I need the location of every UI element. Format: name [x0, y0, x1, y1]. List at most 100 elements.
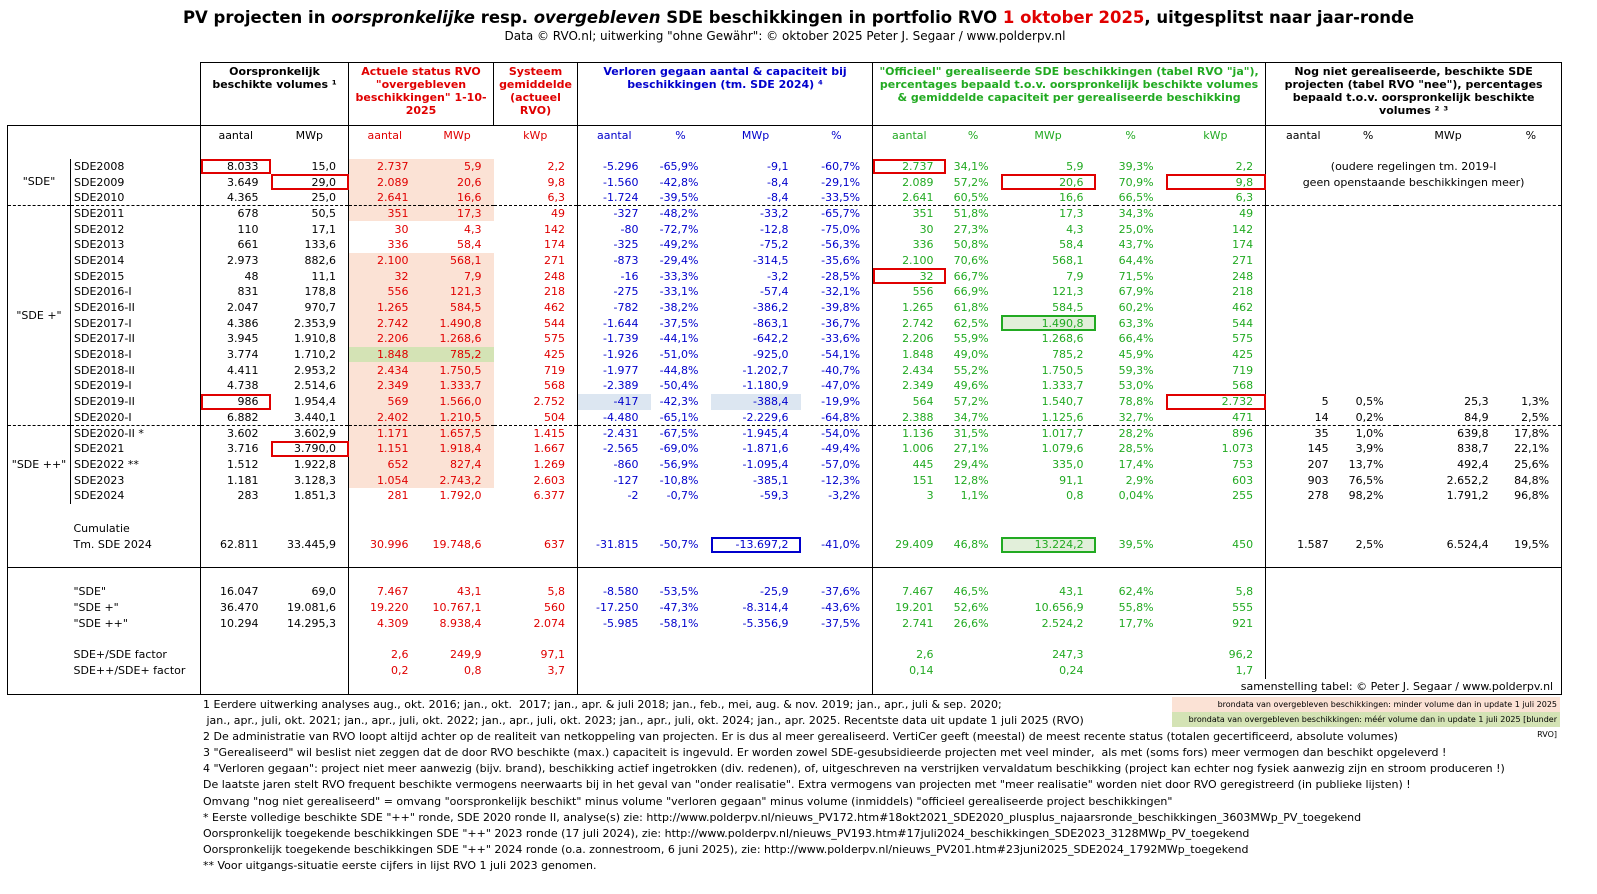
value-cell: -57,4 [760, 285, 789, 299]
table-row: SDE2020-I 6.882 3.440,1 2.402 1.210,5 504 -4.4… [8, 409, 1563, 426]
cell [946, 146, 1001, 159]
table-row: SDE2017-II 3.945 1.910,8 2.206 1.268,6 575 -1.… [8, 331, 1563, 347]
cell [421, 521, 494, 537]
data-table: Oorspronkelijk beschikte volumes ¹ Actuel… [7, 62, 1563, 696]
value-cell: 2.434 [348, 362, 421, 379]
value-cell: -873 [577, 252, 651, 269]
value-cell: 43,7% [1118, 238, 1154, 252]
value-cell: 2,6 [348, 646, 421, 663]
value-cell: -325 [577, 236, 651, 253]
cell [1265, 631, 1341, 647]
value-cell: 7.467 [872, 583, 946, 600]
value-cell: 2.641 [348, 189, 421, 206]
table-row: SDE2014 2.973 882,6 2.100 568,1 271 -873 -29,4%… [8, 252, 1563, 269]
value-cell: 3.774 [200, 346, 271, 363]
value-cell: 66,9% [953, 285, 989, 299]
row-label: SDE2015 [70, 268, 201, 284]
legend: brondata van overgebleven beschikkingen:… [1172, 697, 1560, 739]
value-cell: 19.201 [872, 599, 946, 616]
column-header: kWp [1203, 129, 1228, 143]
value-cell: 57,2% [953, 175, 989, 189]
cell [1096, 521, 1166, 537]
value-cell: 2.737 [348, 158, 421, 175]
cell [1500, 299, 1563, 316]
cell [1396, 221, 1501, 237]
value-cell: 45,9% [1118, 348, 1154, 362]
value-cell: 3.790,0 [270, 440, 349, 457]
value-cell: 1.954,4 [294, 395, 337, 409]
cell [651, 521, 711, 537]
column-header: aantal [348, 125, 421, 146]
value-cell: 0,14 [872, 662, 946, 679]
value-cell: 544 [1232, 316, 1254, 330]
cell [1396, 331, 1501, 347]
row-label: SDE2020-II * [70, 424, 201, 441]
cell [1341, 268, 1396, 284]
cell [710, 552, 801, 569]
value-cell: 70,9% [1118, 175, 1154, 189]
value-cell: -782 [577, 299, 651, 316]
cell [1341, 632, 1396, 647]
subtitle: Data © RVO.nl; uitwerking "ohne Gewähr":… [504, 29, 1066, 43]
value-cell: 1,0% [1340, 424, 1396, 441]
value-cell: 11,1 [311, 269, 337, 283]
value-cell: -67,5% [650, 424, 711, 441]
cell [271, 663, 349, 679]
value-cell: 61,8% [953, 301, 989, 315]
value-cell: 584,5 [420, 299, 494, 316]
value-cell: -33,1% [659, 285, 699, 299]
cell [1341, 362, 1396, 378]
cell [348, 631, 421, 647]
table-row: Oorspronkelijk beschikte volumes ¹ Actuel… [7, 62, 1563, 126]
table-row [7, 631, 1563, 647]
value-cell: 1.791,2 [1446, 489, 1489, 503]
row-label: SDE2010 [70, 189, 201, 206]
value-cell: 20,6 [1000, 174, 1096, 190]
value-cell: 66,5% [1118, 190, 1154, 204]
footnote: * Eerste volledige beschikte SDE "++" ro… [203, 810, 1362, 824]
value-cell: 3.945 [200, 331, 271, 347]
value-cell: 43,1 [457, 585, 482, 599]
value-cell: 178,8 [304, 285, 337, 299]
value-cell: -127 [577, 472, 651, 488]
value-cell: -65,1% [659, 410, 699, 424]
cell [946, 504, 1001, 521]
cell [1096, 663, 1166, 679]
value-cell: -80 [577, 221, 651, 237]
value-cell: 207 [1265, 456, 1341, 473]
table-row: "SDE ++" SDE2020-II * 3.602 3.602,9 1.171 1.6… [7, 424, 1563, 504]
value-cell: 4,3 [464, 222, 482, 236]
cell [1500, 503, 1563, 521]
cell [1396, 300, 1501, 316]
cell [711, 521, 801, 537]
value-cell: 278 [1265, 487, 1341, 504]
row-label: SDE++/SDE+ factor [73, 664, 186, 678]
value-cell: -54,1% [821, 348, 861, 362]
value-cell: 785,2 [420, 346, 494, 363]
cell [1265, 236, 1341, 253]
value-cell: 335,0 [1052, 457, 1084, 471]
value-cell: 2.349 [872, 378, 946, 394]
value-cell: -29,1% [821, 175, 861, 189]
value-cell: -56,9% [659, 457, 699, 471]
table-row: SDE2015 48 11,1 32 7,9 248 -16 -33,3% -3,2 -28,5%… [8, 268, 1563, 284]
value-cell: -860 [577, 456, 651, 473]
value-cell: 1.269 [533, 457, 566, 471]
value-cell: 661 [200, 236, 271, 253]
value-cell: 6,3 [547, 190, 566, 204]
cell [1096, 632, 1166, 647]
cell [494, 632, 578, 647]
cell [7, 631, 71, 647]
row-label: SDE2020-I [70, 409, 201, 426]
value-cell: 986 [200, 393, 271, 410]
value-cell: 12,8% [953, 473, 989, 487]
value-cell: 71,5% [1118, 269, 1154, 283]
cell [1265, 599, 1341, 616]
title-part: , uitgesplitst naar jaar-ronde [1144, 8, 1415, 27]
table-row: SDE2019-II 986 1.954,4 569 1.566,0 2.752 -417-… [8, 393, 1563, 410]
cell [1500, 331, 1563, 347]
cell [1341, 253, 1396, 269]
cell [1341, 237, 1396, 253]
cell [1396, 568, 1501, 584]
cell [200, 678, 271, 696]
